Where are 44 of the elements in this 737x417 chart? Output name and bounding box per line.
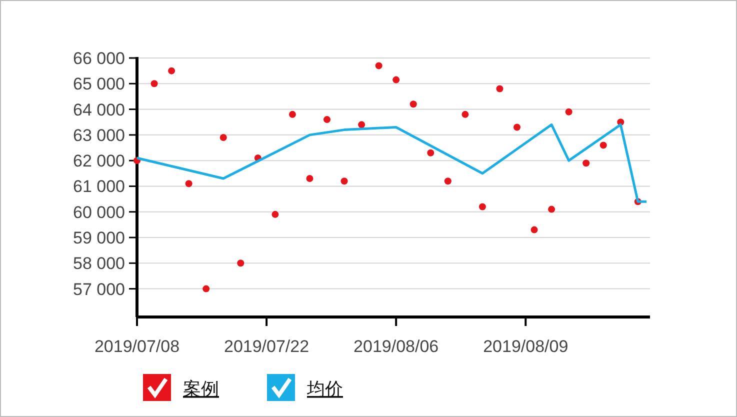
y-tick-label: 65 000 [73, 74, 125, 94]
point [237, 260, 244, 267]
point [272, 210, 279, 218]
y-tick-label: 61 000 [73, 177, 125, 196]
point [462, 110, 469, 118]
y-tick-label: 64 000 [73, 100, 125, 120]
point [168, 67, 176, 74]
point [427, 149, 434, 156]
point [478, 203, 486, 210]
point [220, 134, 227, 141]
x-tick-label: 2019/07/22 [224, 337, 310, 356]
point [410, 100, 417, 108]
point [565, 108, 572, 116]
point [358, 121, 366, 128]
point [150, 80, 158, 88]
y-tick-label: 66 000 [73, 49, 125, 68]
legend-label: 案例 [183, 379, 219, 399]
point [496, 85, 504, 92]
point [202, 285, 210, 292]
y-tick-label: 58 000 [73, 254, 125, 274]
legend-均价: 均价 [267, 374, 343, 401]
point [600, 142, 607, 149]
point [444, 178, 452, 185]
point [392, 76, 400, 84]
x-tick-label: 2019/08/06 [354, 337, 439, 356]
point [375, 62, 382, 70]
point [185, 180, 192, 188]
point [530, 226, 538, 234]
legend-label: 均价 [306, 379, 343, 399]
point [582, 160, 590, 167]
y-tick-label: 57 000 [73, 280, 125, 299]
legend-案例: 案例 [143, 374, 219, 401]
y-tick-label: 60 000 [73, 202, 125, 222]
y-tick-label: 62 000 [73, 152, 125, 171]
point [548, 206, 556, 213]
point [288, 110, 296, 118]
point [324, 116, 330, 124]
x-tick-label: 2019/08/09 [483, 337, 568, 356]
x-tick-label: 2019/07/08 [94, 337, 180, 356]
point [340, 178, 348, 185]
point [514, 124, 520, 131]
y-tick-label: 59 000 [73, 228, 125, 248]
point [306, 175, 314, 182]
y-tick-label: 63 000 [73, 126, 125, 145]
